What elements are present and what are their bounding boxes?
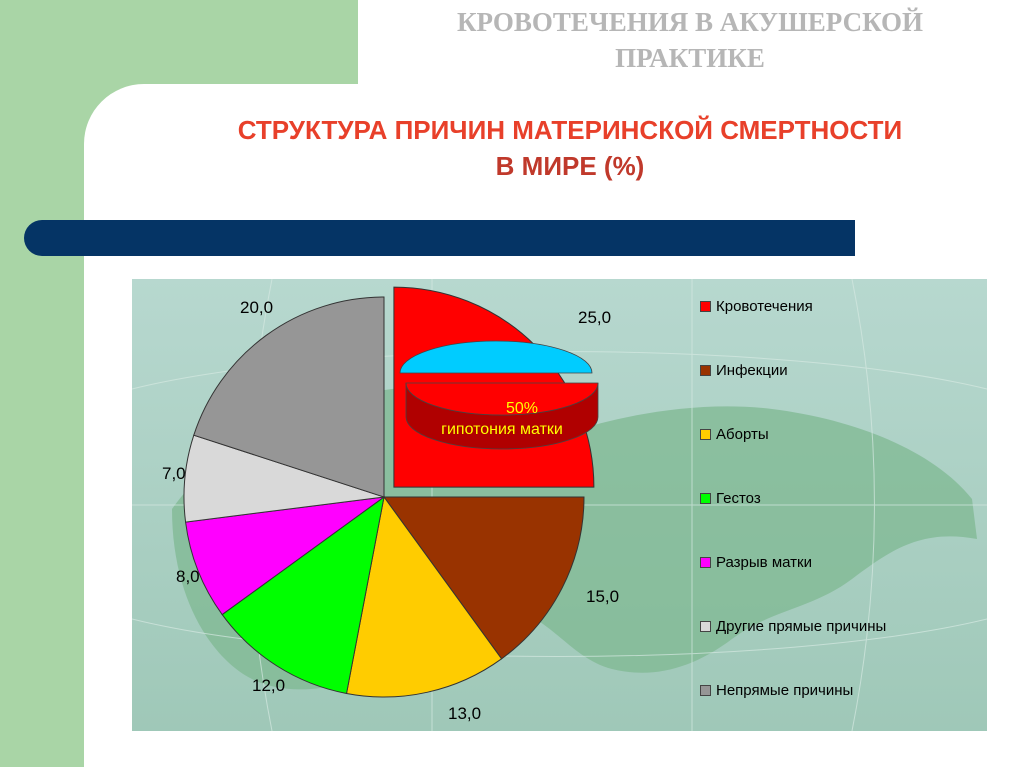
legend-item-uterine-rupture: Разрыв матки: [700, 552, 812, 572]
pie-slice-gestosis: [221, 495, 385, 695]
chart-title-line1: СТРУКТУРА ПРИЧИН МАТЕРИНСКОЙ СМЕРТНОСТИ: [237, 115, 903, 145]
slide-title-line1: КРОВОТЕЧЕНИЯ В АКУШЕРСКОЙ: [456, 7, 923, 37]
legend-swatch-other-direct: [700, 620, 711, 632]
legend-swatch-infections: [700, 364, 711, 376]
value-label-infections: 15,0: [586, 587, 619, 606]
legend-item-bleeding: Кровотечения: [700, 296, 813, 316]
legend-item-gestosis: Гестоз: [700, 488, 761, 508]
value-label-uterine-rupture: 8,0: [176, 567, 200, 586]
legend-swatch-bleeding: [700, 300, 711, 312]
legend-item-infections: Инфекции: [700, 360, 788, 380]
pie-slice-abortions: [345, 495, 503, 698]
chart-title: СТРУКТУРА ПРИЧИН МАТЕРИНСКОЙ СМЕРТНОСТИ …: [150, 112, 990, 184]
pie-value-labels: 25,0 15,0 13,0 12,0 8,0 7,0 20,0: [162, 298, 619, 723]
inset-value-label: 50%: [506, 400, 538, 417]
legend-swatch-abortions: [700, 428, 711, 440]
value-label-indirect: 20,0: [240, 298, 273, 317]
inset-pie-slice-hypotonia: [399, 340, 593, 374]
inset-label: гипотония матки: [441, 421, 563, 438]
legend-label-other-direct: Другие прямые причины: [716, 617, 887, 635]
slide-title: КРОВОТЕЧЕНИЯ В АКУШЕРСКОЙ ПРАКТИКЕ: [400, 4, 980, 76]
value-label-abortions: 13,0: [448, 704, 481, 723]
legend-item-other-direct: Другие прямые причины: [700, 616, 886, 636]
legend-item-indirect: Непрямые причины: [700, 680, 853, 700]
legend-swatch-gestosis: [700, 492, 711, 504]
pie-slice-uterine-rupture: [185, 496, 385, 616]
pie-slice-indirect: [193, 296, 385, 498]
legend-swatch-uterine-rupture: [700, 556, 711, 568]
value-label-bleeding: 25,0: [578, 308, 611, 327]
legend-label-gestosis: Гестоз: [716, 489, 761, 507]
chart-title-line2: В МИРЕ (%): [495, 151, 645, 181]
slide-white-top: [358, 0, 1024, 84]
legend-label-bleeding: Кровотечения: [716, 297, 813, 315]
slide-title-line2: ПРАКТИКЕ: [615, 43, 765, 73]
inset-pie-slice-other: [405, 382, 599, 416]
value-label-other-direct: 7,0: [162, 464, 186, 483]
chart-area: 25,0 15,0 13,0 12,0 8,0 7,0 20,0 50% гипотония …: [132, 279, 987, 731]
value-label-gestosis: 12,0: [252, 676, 285, 695]
legend-label-infections: Инфекции: [716, 361, 788, 379]
legend-label-indirect: Непрямые причины: [716, 681, 854, 699]
pie-slice-infections: [383, 496, 585, 660]
inset-pie: 50% гипотония матки: [399, 340, 599, 450]
header-band: [24, 220, 855, 256]
legend-item-abortions: Аборты: [700, 424, 769, 444]
legend-swatch-indirect: [700, 684, 711, 696]
legend-label-uterine-rupture: Разрыв матки: [716, 553, 812, 571]
legend-label-abortions: Аборты: [716, 425, 769, 443]
